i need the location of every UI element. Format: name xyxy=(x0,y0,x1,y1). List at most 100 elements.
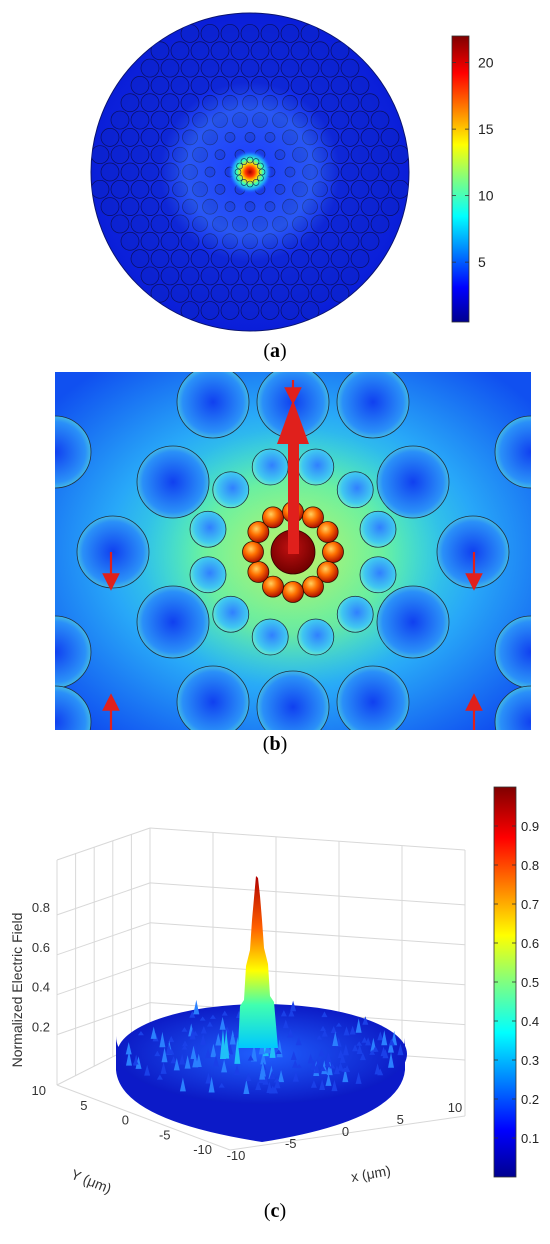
inner-hole xyxy=(236,174,243,182)
ripple xyxy=(182,1040,189,1047)
ripple xyxy=(313,1063,320,1074)
air-hole xyxy=(310,283,330,303)
ripple xyxy=(342,1044,349,1056)
ripple xyxy=(234,1036,241,1064)
air-hole xyxy=(140,231,160,251)
air-hole xyxy=(180,58,200,78)
ripple xyxy=(247,1055,254,1061)
ripple xyxy=(307,1053,314,1064)
ripple xyxy=(212,1054,219,1067)
ripple xyxy=(355,1018,362,1033)
ripple xyxy=(330,1026,337,1033)
air-hole xyxy=(350,179,370,199)
air-hole xyxy=(200,266,220,286)
air-hole xyxy=(170,41,190,61)
air-hole-large xyxy=(136,445,210,519)
ripple xyxy=(337,1062,344,1071)
air-hole xyxy=(360,128,380,147)
air-hole xyxy=(150,249,170,268)
core-ring-hole xyxy=(302,575,324,598)
air-hole-medium xyxy=(251,618,289,656)
ripple xyxy=(159,1031,166,1048)
air-hole xyxy=(120,93,140,113)
air-hole xyxy=(360,162,380,182)
inner-hole xyxy=(257,174,264,182)
air-hole xyxy=(130,249,150,268)
air-hole xyxy=(310,76,330,95)
air-hole xyxy=(380,162,400,182)
air-hole xyxy=(130,179,150,199)
ripple xyxy=(356,1044,363,1055)
y-tick-label: -10 xyxy=(193,1142,212,1157)
air-hole-large xyxy=(494,415,531,489)
ripple xyxy=(208,1076,215,1093)
ripple xyxy=(210,1043,217,1058)
ripple xyxy=(269,1070,276,1080)
ripple xyxy=(259,1064,266,1080)
y-tick-label: 10 xyxy=(32,1083,46,1098)
colorbar-tick-label: 0.2 xyxy=(521,1092,539,1107)
inner-hole xyxy=(252,179,260,186)
x-tick-label: -5 xyxy=(285,1136,297,1151)
air-hole-medium xyxy=(251,448,289,486)
ripple xyxy=(184,1055,191,1069)
x-tick-label: 5 xyxy=(397,1112,404,1127)
grid-line xyxy=(149,962,466,986)
colorbar-a xyxy=(451,35,470,323)
air-hole xyxy=(190,249,210,268)
air-hole xyxy=(350,214,370,234)
ripple xyxy=(224,1026,231,1033)
ripple xyxy=(341,1067,348,1072)
air-hole-medium xyxy=(297,618,335,656)
grid-line xyxy=(229,1115,466,1151)
ripple xyxy=(287,1028,294,1037)
ripple xyxy=(329,1063,336,1069)
surface-ripples xyxy=(125,999,404,1094)
air-hole xyxy=(310,249,330,268)
air-hole xyxy=(150,283,170,303)
grid-line xyxy=(149,922,466,946)
ripple xyxy=(179,1053,186,1065)
ripple xyxy=(205,1048,212,1059)
ripple xyxy=(132,1059,139,1065)
ripple xyxy=(234,1064,241,1076)
small-field-arrows xyxy=(102,380,483,730)
air-hole xyxy=(380,197,400,216)
ripple xyxy=(280,1009,287,1017)
colorbar-tick-label: 20 xyxy=(478,55,494,71)
air-hole xyxy=(110,179,130,199)
grid-line xyxy=(149,882,466,906)
x-tick-label: 0 xyxy=(342,1124,349,1139)
ripple xyxy=(189,1027,196,1040)
z-axis-label: Normalized Electric Field xyxy=(9,913,25,1068)
ripple xyxy=(325,1052,332,1063)
caption-b: (b) xyxy=(262,733,288,755)
ripple xyxy=(160,1062,167,1074)
ripple xyxy=(233,1030,240,1038)
inner-hole xyxy=(252,158,260,165)
core-hotspot xyxy=(228,150,272,194)
air-hole xyxy=(380,128,400,147)
ripple xyxy=(342,1067,349,1083)
ripple xyxy=(352,1044,359,1052)
ripple xyxy=(170,1056,177,1064)
colorbar-tick-label: 0.6 xyxy=(521,936,539,951)
ripple xyxy=(218,1082,225,1088)
air-hole xyxy=(120,162,140,182)
grid-line xyxy=(56,962,151,996)
surface-base-side xyxy=(116,1036,405,1142)
ripple xyxy=(335,1022,342,1027)
air-hole xyxy=(230,283,250,303)
air-hole xyxy=(110,214,130,234)
air-hole xyxy=(160,58,180,78)
colorbar-tick-label: 0.5 xyxy=(521,975,539,990)
ripple xyxy=(229,1030,236,1045)
air-hole-large xyxy=(55,615,92,689)
inner-hole xyxy=(258,168,266,176)
air-hole xyxy=(130,145,150,165)
ripple xyxy=(245,1073,252,1081)
ripple xyxy=(295,1036,302,1046)
y-axis-label: Y (μm) xyxy=(69,1166,114,1195)
ripple xyxy=(206,1021,213,1027)
ripple xyxy=(179,1077,186,1092)
